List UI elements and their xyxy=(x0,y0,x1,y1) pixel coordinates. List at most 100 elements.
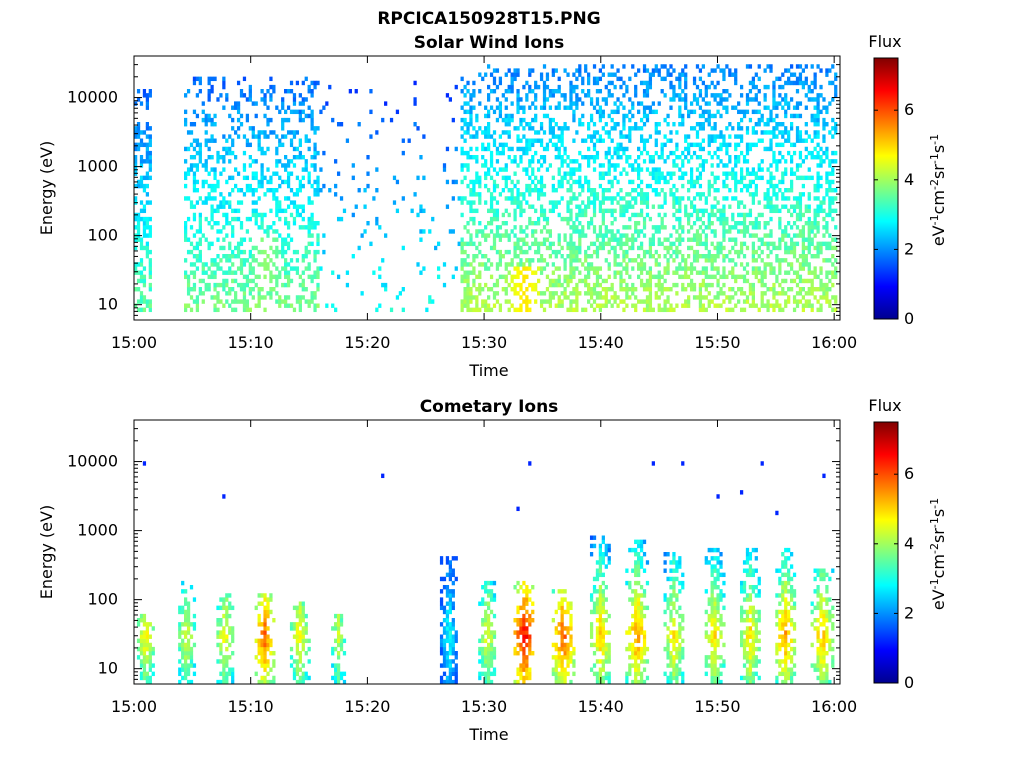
heatmap-cell xyxy=(528,646,532,652)
heatmap-cell xyxy=(507,117,511,123)
heatmap-cell xyxy=(478,287,482,292)
heatmap-cell xyxy=(545,142,550,148)
heatmap-cell xyxy=(528,192,532,197)
heatmap-cell xyxy=(239,258,244,263)
heatmap-cell xyxy=(492,295,497,300)
heatmap-cell xyxy=(754,270,758,275)
heatmap-cell xyxy=(439,605,444,611)
heatmap-cell xyxy=(825,105,829,110)
heatmap-cell xyxy=(542,105,547,110)
heatmap-cell xyxy=(510,89,514,94)
heatmap-cell xyxy=(757,89,761,94)
heatmap-cell xyxy=(201,117,205,123)
colorbar-tick-label: 2 xyxy=(904,239,914,258)
heatmap-cell xyxy=(269,225,273,230)
heatmap-cell xyxy=(139,241,144,247)
heatmap-cell xyxy=(566,282,570,288)
heatmap-cell xyxy=(795,64,800,69)
heatmap-cell xyxy=(201,183,205,189)
heatmap-cell xyxy=(142,221,147,226)
heatmap-cell xyxy=(478,72,482,77)
heatmap-cell xyxy=(413,122,417,127)
heatmap-cell xyxy=(504,163,508,168)
heatmap-cell xyxy=(216,262,220,267)
heatmap-cell xyxy=(819,278,823,284)
heatmap-cell xyxy=(295,663,300,668)
heatmap-cell xyxy=(604,150,608,156)
heatmap-cell xyxy=(675,188,679,193)
heatmap-cell xyxy=(522,208,526,214)
heatmap-cell xyxy=(698,233,703,238)
heatmap-cell xyxy=(519,622,523,627)
heatmap-cell xyxy=(204,270,208,275)
heatmap-cell xyxy=(745,183,750,189)
heatmap-cell xyxy=(495,225,500,230)
heatmap-cell xyxy=(639,241,644,247)
heatmap-cell xyxy=(716,245,720,251)
heatmap-cell xyxy=(216,183,220,189)
heatmap-cell xyxy=(345,138,350,143)
heatmap-cell xyxy=(831,307,835,313)
panel-title: Cometary Ions xyxy=(420,397,559,417)
heatmap-cell xyxy=(534,229,538,234)
heatmap-cell xyxy=(631,241,635,247)
heatmap-cell xyxy=(807,225,811,230)
heatmap-cell xyxy=(442,576,447,582)
heatmap-cell xyxy=(319,167,323,172)
heatmap-cell xyxy=(754,303,758,308)
heatmap-cell xyxy=(501,233,505,238)
heatmap-cell xyxy=(604,278,608,284)
heatmap-cell xyxy=(581,262,585,267)
heatmap-cell xyxy=(763,291,767,296)
heatmap-cell xyxy=(286,89,291,94)
heatmap-cell xyxy=(301,183,305,189)
x-tick-label: 15:10 xyxy=(228,333,274,352)
heatmap-cell xyxy=(192,175,197,181)
heatmap-cell xyxy=(466,287,470,292)
heatmap-cell xyxy=(566,241,570,247)
heatmap-cell xyxy=(295,671,300,677)
heatmap-cell xyxy=(816,93,820,98)
heatmap-cell xyxy=(339,671,344,677)
heatmap-cell xyxy=(760,167,764,172)
heatmap-cell xyxy=(278,138,282,143)
heatmap-cell xyxy=(772,192,776,197)
heatmap-cell xyxy=(631,266,635,271)
heatmap-cell xyxy=(795,233,800,238)
heatmap-cell xyxy=(639,138,644,143)
heatmap-cell xyxy=(801,245,805,251)
heatmap-cell xyxy=(607,299,611,304)
heatmap-cell xyxy=(463,84,467,90)
heatmap-cell xyxy=(831,254,835,259)
heatmap-cell xyxy=(181,646,185,652)
heatmap-cell xyxy=(789,262,794,267)
heatmap-cell xyxy=(510,278,514,284)
heatmap-cell xyxy=(763,225,767,230)
heatmap-cell xyxy=(666,113,670,119)
heatmap-cell xyxy=(625,270,629,275)
heatmap-cell xyxy=(139,155,144,160)
heatmap-cell xyxy=(481,601,485,606)
heatmap-cell xyxy=(807,303,811,308)
heatmap-cell xyxy=(801,80,805,86)
heatmap-cell xyxy=(310,155,314,160)
heatmap-cell xyxy=(631,233,635,238)
heatmap-cell xyxy=(498,80,503,86)
heatmap-cell xyxy=(592,282,597,288)
heatmap-cell xyxy=(551,208,555,214)
heatmap-cell xyxy=(487,651,491,656)
heatmap-cell xyxy=(581,278,585,284)
heatmap-cell xyxy=(534,105,538,110)
heatmap-cell xyxy=(622,113,626,119)
heatmap-cell xyxy=(334,671,338,677)
heatmap-cell xyxy=(316,188,320,193)
heatmap-cell xyxy=(310,80,314,86)
heatmap-cell xyxy=(748,233,753,238)
heatmap-cell xyxy=(528,258,532,263)
heatmap-cell xyxy=(787,295,791,300)
heatmap-cell xyxy=(228,159,232,164)
heatmap-cell xyxy=(639,80,644,86)
heatmap-cell xyxy=(587,221,591,226)
heatmap-cell xyxy=(260,97,264,102)
heatmap-cell xyxy=(801,175,805,181)
